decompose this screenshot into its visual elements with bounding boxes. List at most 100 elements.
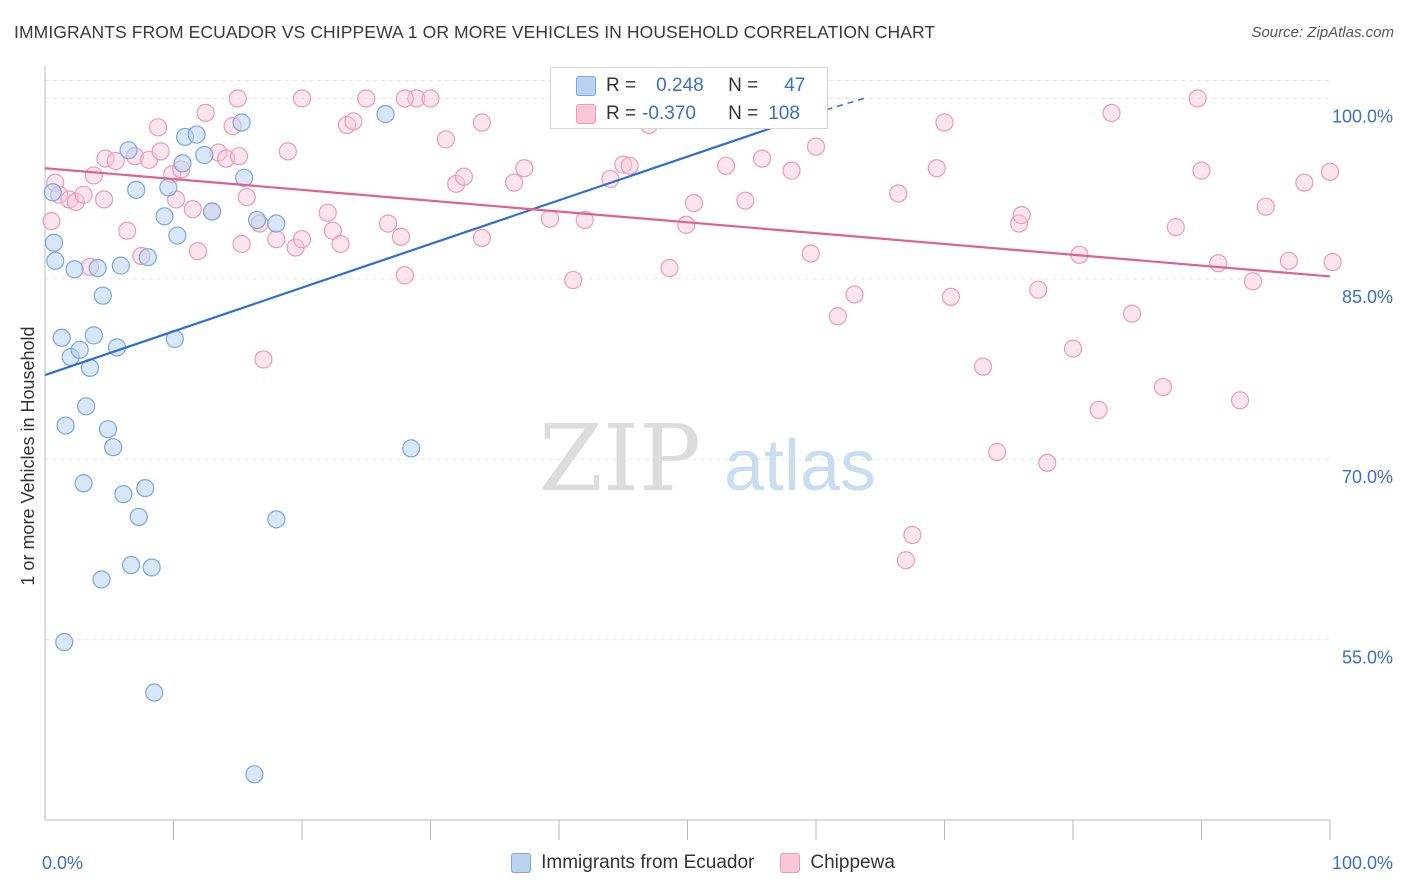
ecuador-point [46, 251, 65, 270]
chippewa-point [1123, 304, 1142, 323]
chippewa-point [254, 350, 273, 369]
chippewa-point [436, 130, 456, 149]
ecuador-point [119, 141, 138, 160]
ecuador-point [88, 258, 107, 278]
chippewa-point [1012, 206, 1031, 225]
chippewa-point [1166, 218, 1185, 237]
chippewa-point [1102, 103, 1121, 122]
ecuador-point [173, 154, 192, 173]
ecuador-point [232, 113, 251, 132]
chippewa-point [935, 113, 954, 132]
ecuador-swatch [576, 76, 596, 96]
chippewa-point [1153, 377, 1173, 397]
y-tick-label: 85.0% [1342, 287, 1393, 307]
ecuador-point [98, 420, 118, 439]
bottom-legend: Immigrants from Ecuador Chippewa [0, 848, 1406, 878]
chippewa-point [344, 112, 363, 131]
chippewa-point [42, 212, 61, 231]
chippewa-point [395, 266, 414, 285]
x-tick-label: 100.0% [1332, 853, 1393, 873]
chippewa-point [84, 166, 103, 185]
chippewa-point [447, 174, 466, 193]
chippewa-point [988, 442, 1007, 462]
chippewa-point [421, 89, 440, 108]
chippewa-point [1243, 272, 1263, 291]
chippewa-point [716, 156, 736, 175]
chippewa-point [736, 191, 755, 210]
chippewa-point [575, 210, 594, 230]
ecuador-point [155, 207, 174, 226]
chippewa-point [903, 525, 922, 545]
ecuador-point [56, 416, 75, 435]
chippewa-point [801, 244, 820, 263]
chippewa-legend-swatch [780, 853, 801, 873]
ecuador-point [127, 180, 146, 199]
chippewa-point [237, 187, 256, 207]
chippewa-point [74, 185, 93, 204]
ecuador-point [111, 256, 130, 275]
ecuador-point [202, 202, 222, 221]
stats-legend-box: R = 0.248 N = 47 R = -0.370 N = 108 [550, 67, 828, 129]
chippewa-point [454, 167, 474, 186]
chippewa-point [148, 118, 168, 137]
chippewa-point [684, 193, 704, 213]
ecuador-point [43, 183, 62, 202]
ecuador-point [129, 507, 148, 527]
chippewa-point [229, 147, 249, 166]
chippewa-point [1188, 89, 1207, 108]
chippewa-point [660, 258, 679, 278]
chippewa-point [472, 113, 491, 132]
ecuador-trend-line [44, 111, 817, 377]
source-attribution: Source: ZipAtlas.com [1251, 24, 1394, 41]
r-value-chippewa: -0.370 [642, 103, 696, 124]
ecuador-point [267, 510, 286, 529]
ecuador-point [121, 555, 141, 575]
chart-title: IMMIGRANTS FROM ECUADOR VS CHIPPEWA 1 OR… [14, 22, 936, 42]
tick-label-layer: 100.0% 85.0% 70.0% 55.0% 0.0% 100.0% [42, 106, 1393, 873]
chippewa-point [151, 142, 170, 161]
chippewa-point [1230, 391, 1250, 410]
ecuador-trend-extension [815, 96, 868, 114]
ecuador-point [70, 340, 89, 359]
ecuador-point [195, 145, 214, 165]
chippewa-point [828, 307, 847, 326]
chippewa-point [1209, 254, 1228, 273]
watermark-atlas: atlas [724, 426, 876, 506]
chippewa-point [1279, 251, 1298, 270]
ecuador-point [159, 178, 178, 197]
ecuador-point [84, 326, 103, 345]
ecuador-point [55, 632, 74, 652]
chippewa-point [1295, 173, 1314, 192]
chippewa-point [95, 190, 114, 209]
n-value-chippewa: 108 [768, 103, 800, 124]
legend-item-ecuador: Immigrants from Ecuador [511, 852, 754, 874]
chippewa-point [66, 192, 85, 211]
chippewa-point [357, 89, 376, 108]
ecuador-point [168, 226, 187, 245]
chippewa-point [889, 184, 908, 203]
chippewa-point [1192, 161, 1211, 180]
chippewa-point [1063, 339, 1083, 358]
chippewa-point [806, 137, 826, 156]
ecuador-point [235, 168, 254, 187]
chippewa-point [504, 173, 524, 192]
chippewa-point [564, 270, 583, 290]
chippewa-point [318, 203, 337, 222]
legend-label-chippewa: Chippewa [810, 852, 895, 873]
ecuador-point [142, 558, 161, 577]
ecuador-point [138, 248, 157, 267]
n-value-ecuador: 47 [784, 75, 806, 96]
ecuador-legend-swatch [511, 853, 532, 873]
chippewa-point [752, 149, 772, 168]
chippewa-point [614, 155, 633, 174]
chippewa-point [331, 234, 350, 254]
chippewa-point [677, 215, 696, 234]
ecuador-point [52, 328, 71, 347]
chippewa-point [973, 357, 993, 376]
chippewa-point [267, 230, 286, 249]
chippewa-point [472, 228, 491, 248]
chippewa-point [278, 142, 297, 161]
ecuador-point [376, 105, 395, 124]
chippewa-point [620, 156, 639, 175]
